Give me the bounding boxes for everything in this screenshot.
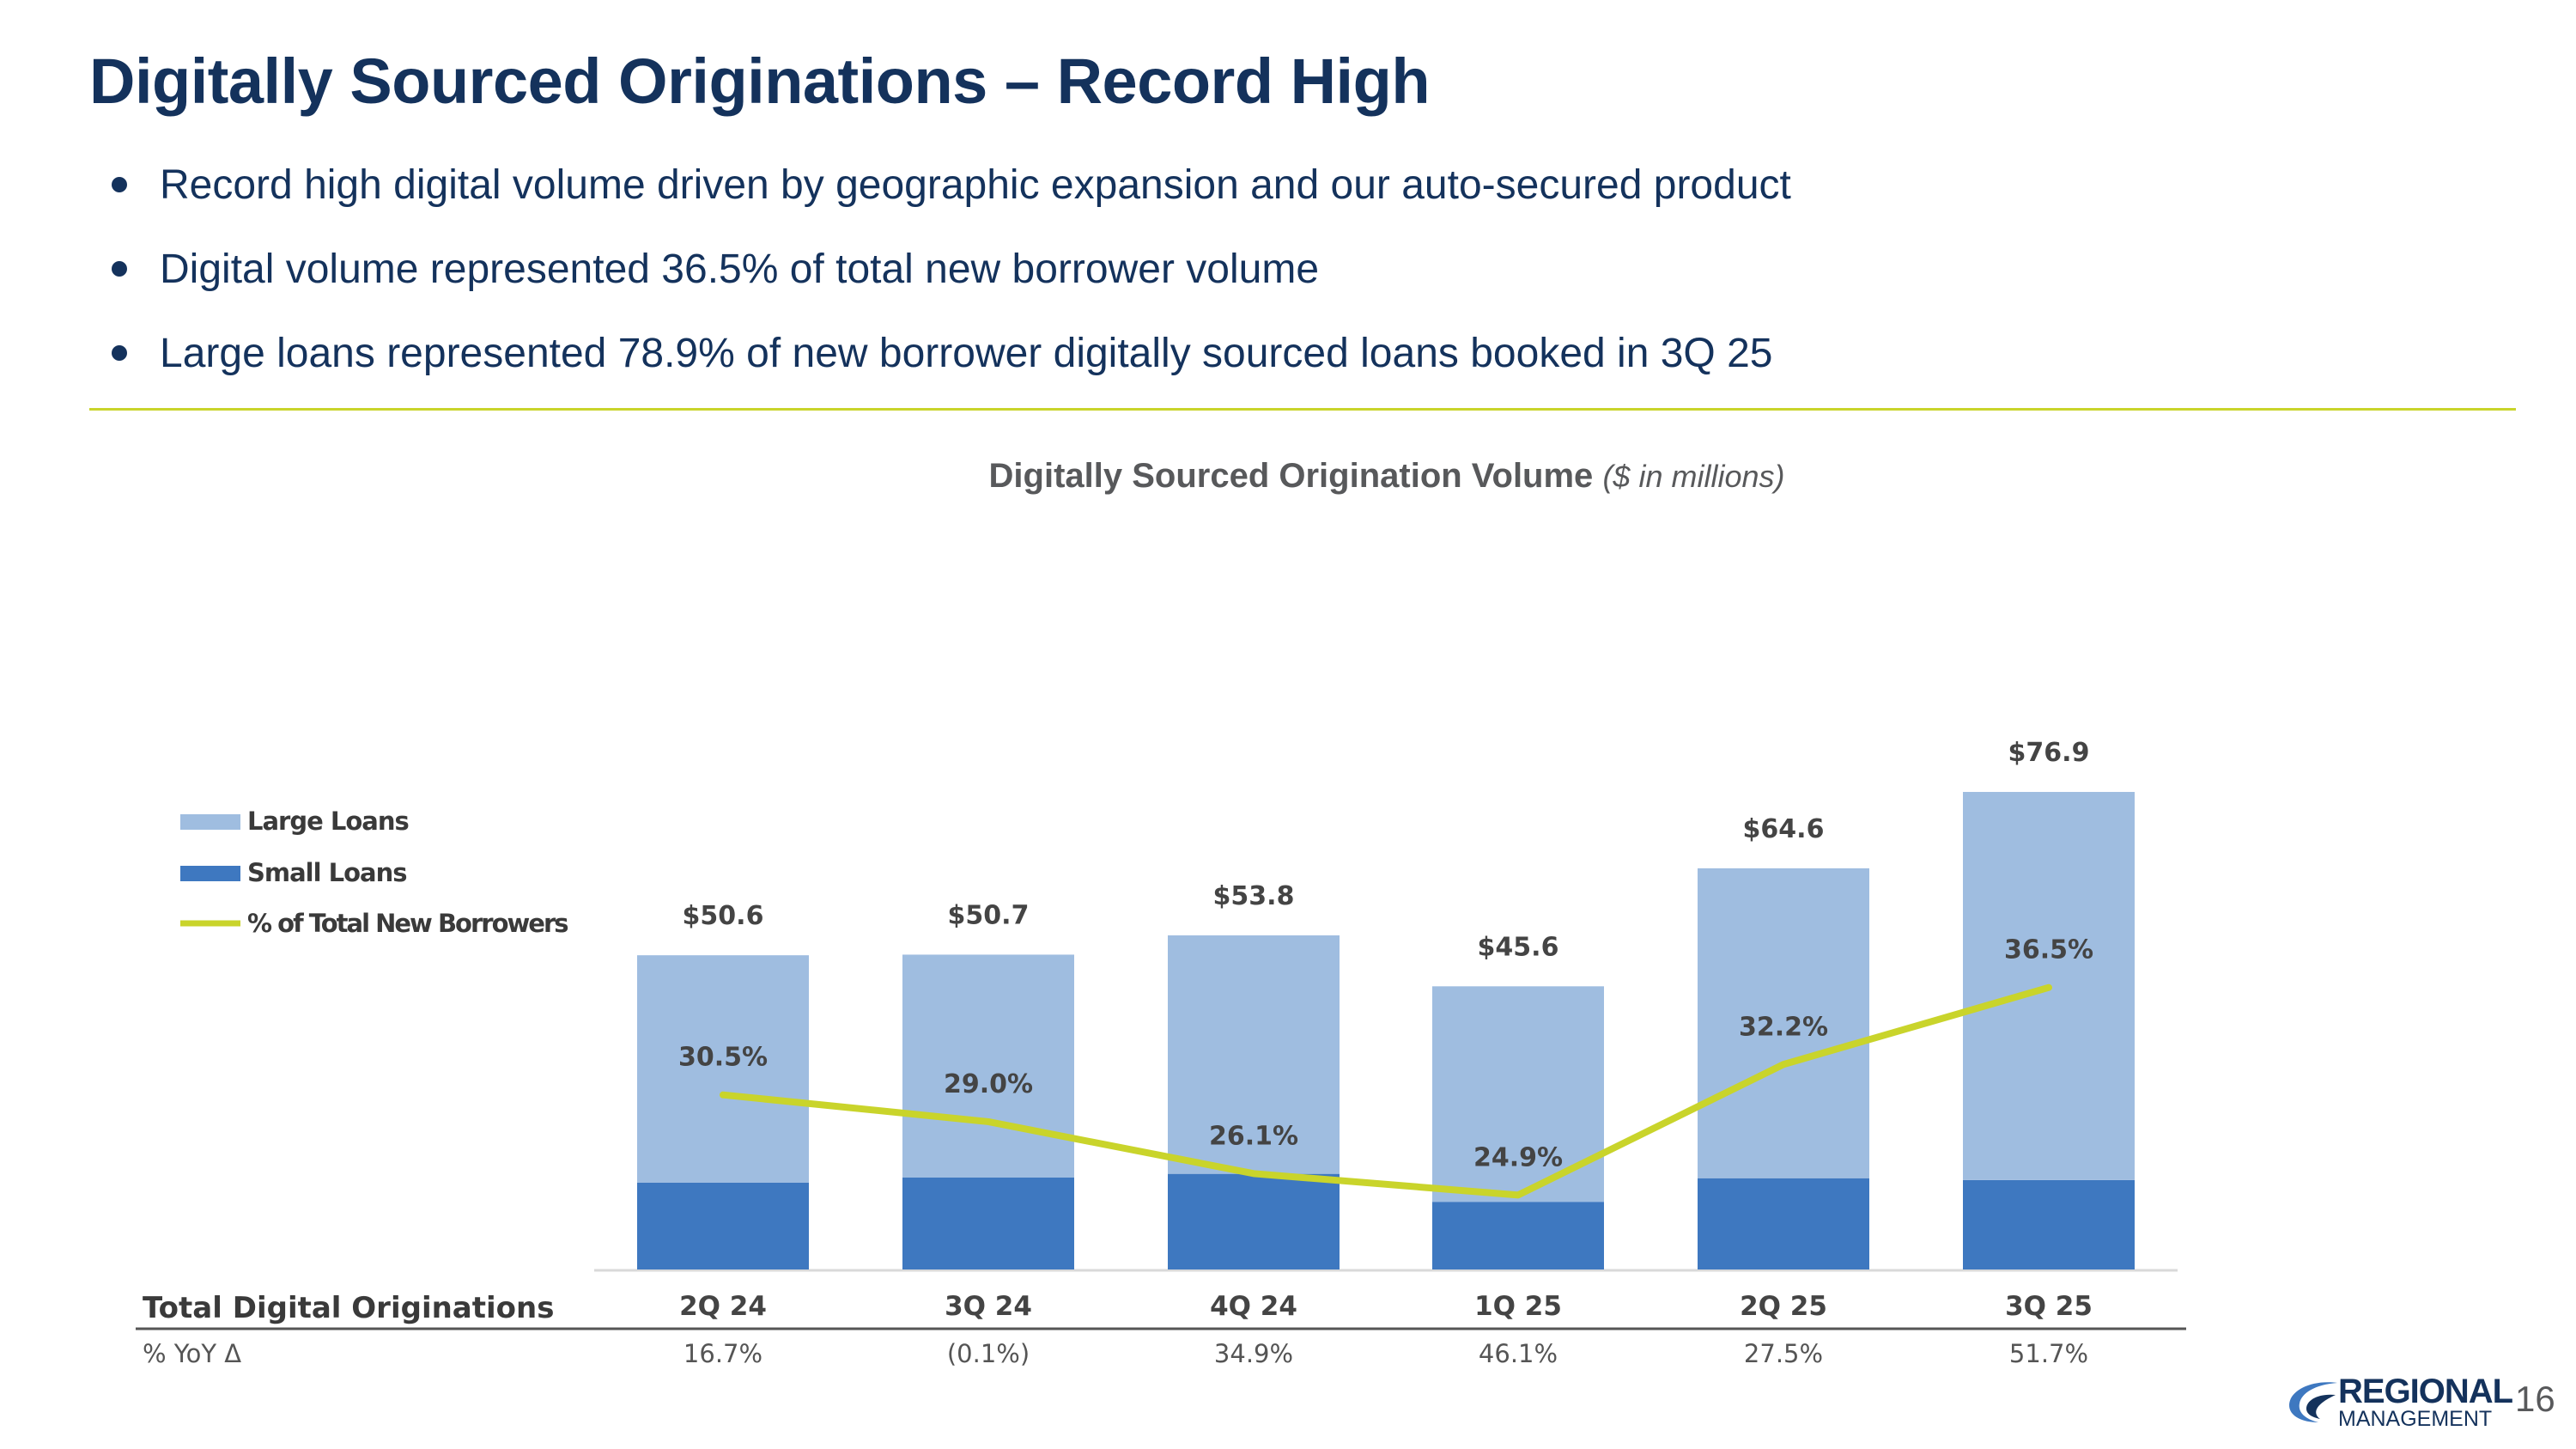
regional-logo-icon: [2289, 1382, 2337, 1422]
table-row-header: Total Digital Originations: [143, 1291, 554, 1325]
yoy-value: 16.7%: [683, 1339, 762, 1368]
line-point: [1252, 1172, 1255, 1176]
chart-title: Digitally Sourced Origination Volume ($ …: [0, 457, 2576, 496]
bar-total-label: $45.6: [1478, 932, 1559, 962]
line-point: [987, 1119, 990, 1123]
line-data-label: 36.5%: [2004, 935, 2093, 965]
logo-word-management: MANAGEMENT: [2338, 1407, 2493, 1431]
legend-label-large-loans: Large Loans: [247, 807, 409, 836]
line-data-label: 30.5%: [678, 1043, 768, 1073]
bullet-item: Large loans represented 78.9% of new bor…: [112, 316, 1791, 400]
line-data-label: 29.0%: [944, 1069, 1033, 1099]
line-point: [1516, 1193, 1520, 1197]
bullet-icon: [112, 345, 127, 361]
bullet-text: Digital volume represented 36.5% of tota…: [160, 247, 1320, 292]
bullet-list: Record high digital volume driven by geo…: [112, 148, 1791, 400]
category-label: 2Q 24: [679, 1291, 767, 1322]
logo-word-regional: REGIONAL: [2338, 1373, 2513, 1410]
line-data-label: 26.1%: [1209, 1121, 1298, 1151]
bar-small-loans: [902, 1177, 1074, 1269]
category-label: 1Q 25: [1474, 1291, 1562, 1322]
yoy-value: 51.7%: [2009, 1339, 2088, 1368]
yoy-value: 34.9%: [1214, 1339, 1293, 1368]
title-divider: [89, 408, 2516, 411]
bar-small-loans: [1698, 1178, 1869, 1269]
chart-title-main: Digitally Sourced Origination Volume: [988, 457, 1594, 495]
bar-small-loans: [1432, 1202, 1604, 1269]
bullet-icon: [112, 261, 127, 277]
category-label: 2Q 25: [1740, 1291, 1827, 1322]
bar-large-loans: [1698, 868, 1869, 1178]
bar-small-loans: [1168, 1173, 1340, 1269]
category-label: 3Q 24: [945, 1291, 1032, 1322]
bar-total-label: $53.8: [1213, 881, 1295, 911]
line-point: [721, 1093, 725, 1097]
bullet-item: Digital volume represented 36.5% of tota…: [112, 232, 1791, 316]
bullet-text: Record high digital volume driven by geo…: [160, 162, 1791, 208]
line-data-label: 24.9%: [1473, 1142, 1563, 1172]
line-point: [1782, 1062, 1785, 1067]
page-number: 16: [2515, 1379, 2555, 1419]
bar-total-label: $64.6: [1743, 814, 1825, 844]
bullet-item: Record high digital volume driven by geo…: [112, 148, 1791, 232]
bullet-text: Large loans represented 78.9% of new bor…: [160, 331, 1773, 376]
legend-label-small-loans: Small Loans: [247, 858, 407, 887]
series-line-pct-new-borrowers: [720, 983, 2052, 1199]
line-point: [2047, 985, 2050, 989]
category-label: 4Q 24: [1210, 1291, 1297, 1322]
yoy-row-label: % YoY Δ: [143, 1339, 241, 1368]
bar-large-loans: [637, 955, 809, 1183]
yoy-value: 46.1%: [1479, 1339, 1558, 1368]
bar-total-label: $50.6: [683, 901, 764, 931]
legend-swatch-large-loans: [180, 814, 240, 830]
yoy-value: 27.5%: [1744, 1339, 1823, 1368]
bar-total-label: $50.7: [948, 900, 1030, 930]
chart-title-subtitle: ($ in millions): [1602, 459, 1785, 494]
slide-title: Digitally Sourced Originations – Record …: [89, 46, 1431, 117]
yoy-value: (0.1%): [947, 1339, 1030, 1368]
bar-small-loans: [1963, 1179, 2135, 1269]
bar-total-label: $76.9: [2008, 738, 2090, 768]
bar-small-loans: [637, 1182, 809, 1269]
line-data-label: 32.2%: [1739, 1012, 1828, 1042]
legend-swatch-small-loans: [180, 866, 240, 881]
legend-label-pct-new-borrowers: % of Total New Borrowers: [247, 909, 568, 938]
bar-large-loans: [902, 954, 1074, 1178]
bullet-icon: [112, 177, 127, 192]
bar-large-loans: [1168, 935, 1340, 1174]
category-label: 3Q 25: [2005, 1291, 2093, 1322]
